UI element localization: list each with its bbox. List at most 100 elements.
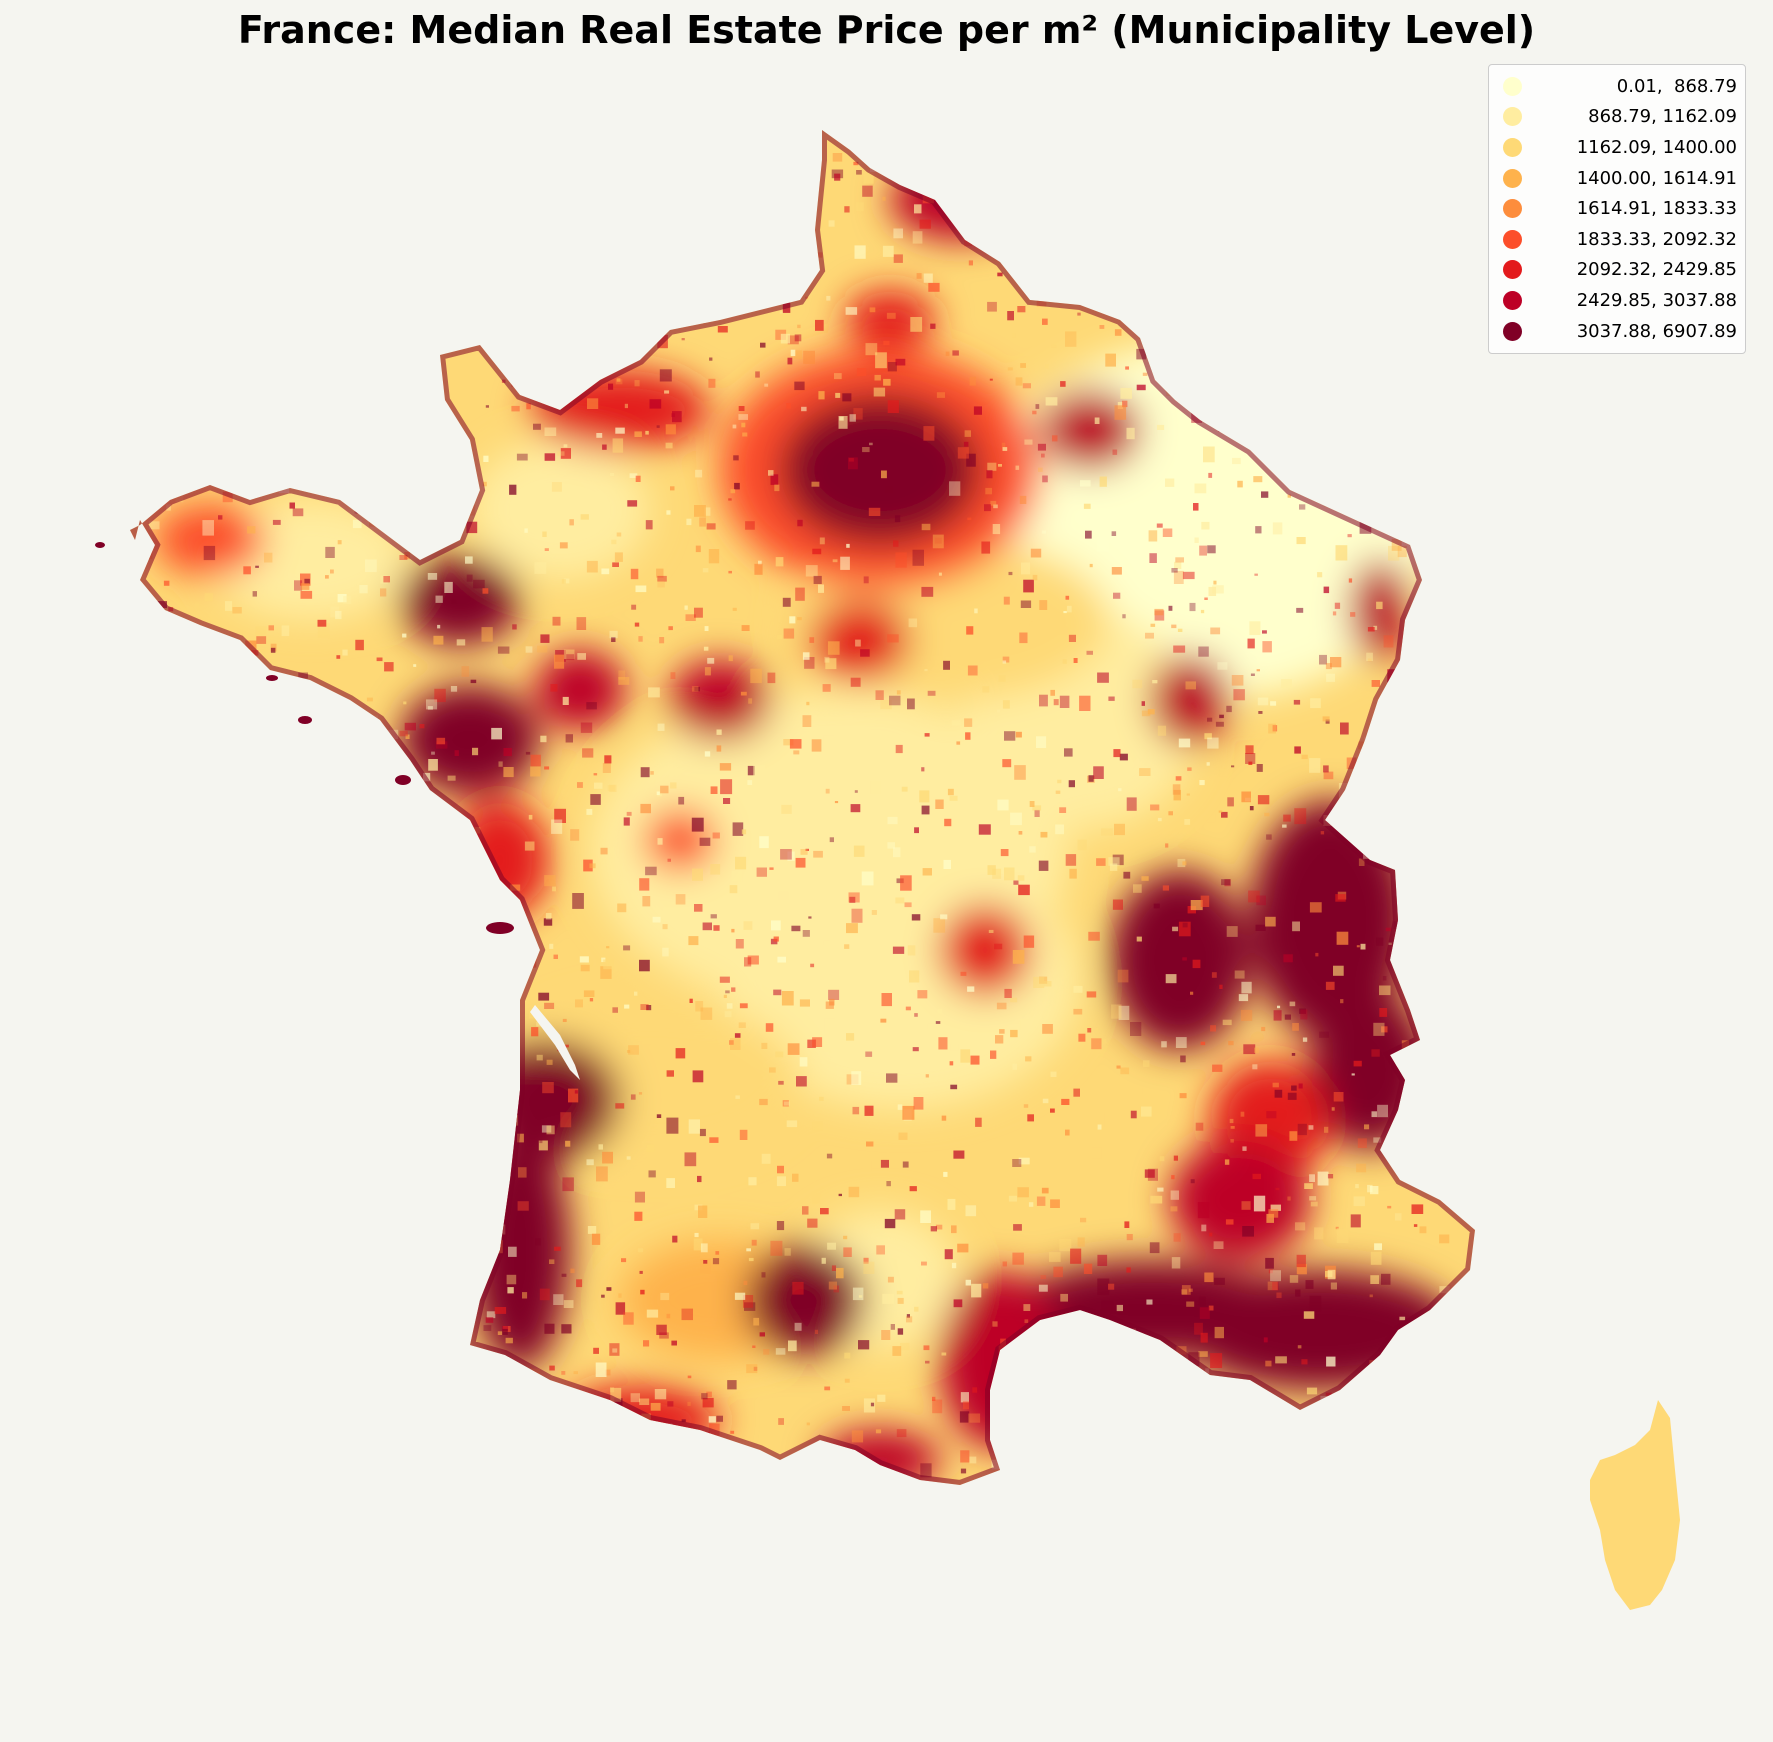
municipality-cell [335,1404,343,1412]
municipality-cell [887,400,899,413]
municipality-cell [1397,1122,1410,1137]
municipality-cell [498,761,503,767]
municipality-cell [1039,1382,1049,1391]
municipality-cell [998,675,1006,682]
municipality-cell [451,599,457,604]
municipality-cell [729,255,737,262]
municipality-cell [1038,1284,1048,1292]
municipality-cell [1357,197,1362,204]
municipality-cell [209,407,217,417]
municipality-cell [1330,657,1342,668]
municipality-cell [335,143,347,158]
municipality-cell [397,807,402,813]
municipality-cell [528,814,533,820]
municipality-cell [151,1436,158,1445]
municipality-cell [1040,1275,1047,1279]
municipality-cell [289,502,295,509]
municipality-cell [1096,1382,1100,1385]
municipality-cell [378,1352,384,1360]
municipality-cell [130,313,133,319]
municipality-cell [141,794,149,803]
municipality-cell [792,1281,804,1295]
municipality-cell [237,1460,242,1466]
municipality-cell [947,1198,956,1210]
municipality-cell [576,155,587,167]
municipality-cell [804,657,815,669]
municipality-cell [896,690,901,695]
municipality-cell [267,863,280,877]
legend-item: 1400.00, 1614.91 [1499,163,1737,194]
municipality-cell [378,786,386,791]
municipality-cell [481,627,493,642]
municipality-cell [640,1004,649,1010]
municipality-cell [1014,1357,1024,1367]
municipality-cell [363,1084,373,1094]
municipality-cell [967,517,972,521]
municipality-cell [1245,745,1254,754]
municipality-cell [1184,819,1191,825]
municipality-cell [789,616,796,624]
municipality-cell [539,1288,550,1301]
municipality-cell [1055,1396,1066,1406]
municipality-cell [715,1251,720,1255]
municipality-cell [116,153,121,157]
municipality-cell [708,549,720,564]
municipality-cell [1386,1450,1394,1459]
municipality-cell [840,556,850,570]
municipality-cell [1267,436,1274,443]
municipality-cell [1422,1144,1433,1158]
municipality-cell [211,1324,222,1336]
municipality-cell [1150,1195,1163,1204]
municipality-cell [1088,775,1094,782]
municipality-cell [645,520,653,530]
municipality-cell [559,142,568,148]
municipality-cell [586,1159,594,1166]
municipality-cell [444,1349,450,1356]
municipality-cell [1263,391,1274,405]
municipality-cell [1303,245,1312,256]
municipality-cell [1360,403,1370,416]
municipality-cell [273,1379,280,1387]
municipality-cell [1243,1044,1256,1055]
municipality-cell [503,767,514,778]
municipality-cell [1036,1196,1046,1206]
municipality-cell [352,519,362,529]
municipality-cell [656,791,660,795]
municipality-cell [766,284,773,291]
municipality-cell [380,826,393,838]
municipality-cell [922,868,932,876]
municipality-cell [1040,153,1045,158]
municipality-cell [1335,388,1339,392]
municipality-cell [130,587,134,595]
municipality-cell [776,1221,785,1231]
municipality-cell [1282,161,1287,167]
municipality-cell [707,657,715,664]
municipality-cell [1355,1184,1359,1189]
municipality-cell [280,1194,285,1201]
municipality-cell [422,877,434,888]
municipality-cell [243,685,250,691]
municipality-cell [802,652,810,660]
municipality-cell [187,1309,196,1318]
municipality-cell [1165,1416,1169,1419]
municipality-cell [819,1096,824,1101]
municipality-cell [1436,1405,1441,1408]
municipality-cell [573,1371,578,1375]
municipality-cell [815,319,824,331]
municipality-cell [176,775,182,784]
municipality-cell [1299,504,1306,510]
municipality-cell [377,1237,385,1247]
municipality-cell [1170,1389,1179,1399]
municipality-cell [807,1039,816,1048]
municipality-cell [470,679,477,684]
municipality-cell [202,1134,207,1138]
municipality-cell [1036,736,1047,748]
municipality-cell [500,1106,512,1114]
municipality-cell [132,563,137,569]
municipality-cell [792,1173,799,1182]
municipality-cell [794,185,798,191]
municipality-cell [187,134,193,140]
municipality-cell [340,1160,346,1166]
municipality-cell [627,500,638,507]
municipality-cell [1027,1114,1034,1122]
